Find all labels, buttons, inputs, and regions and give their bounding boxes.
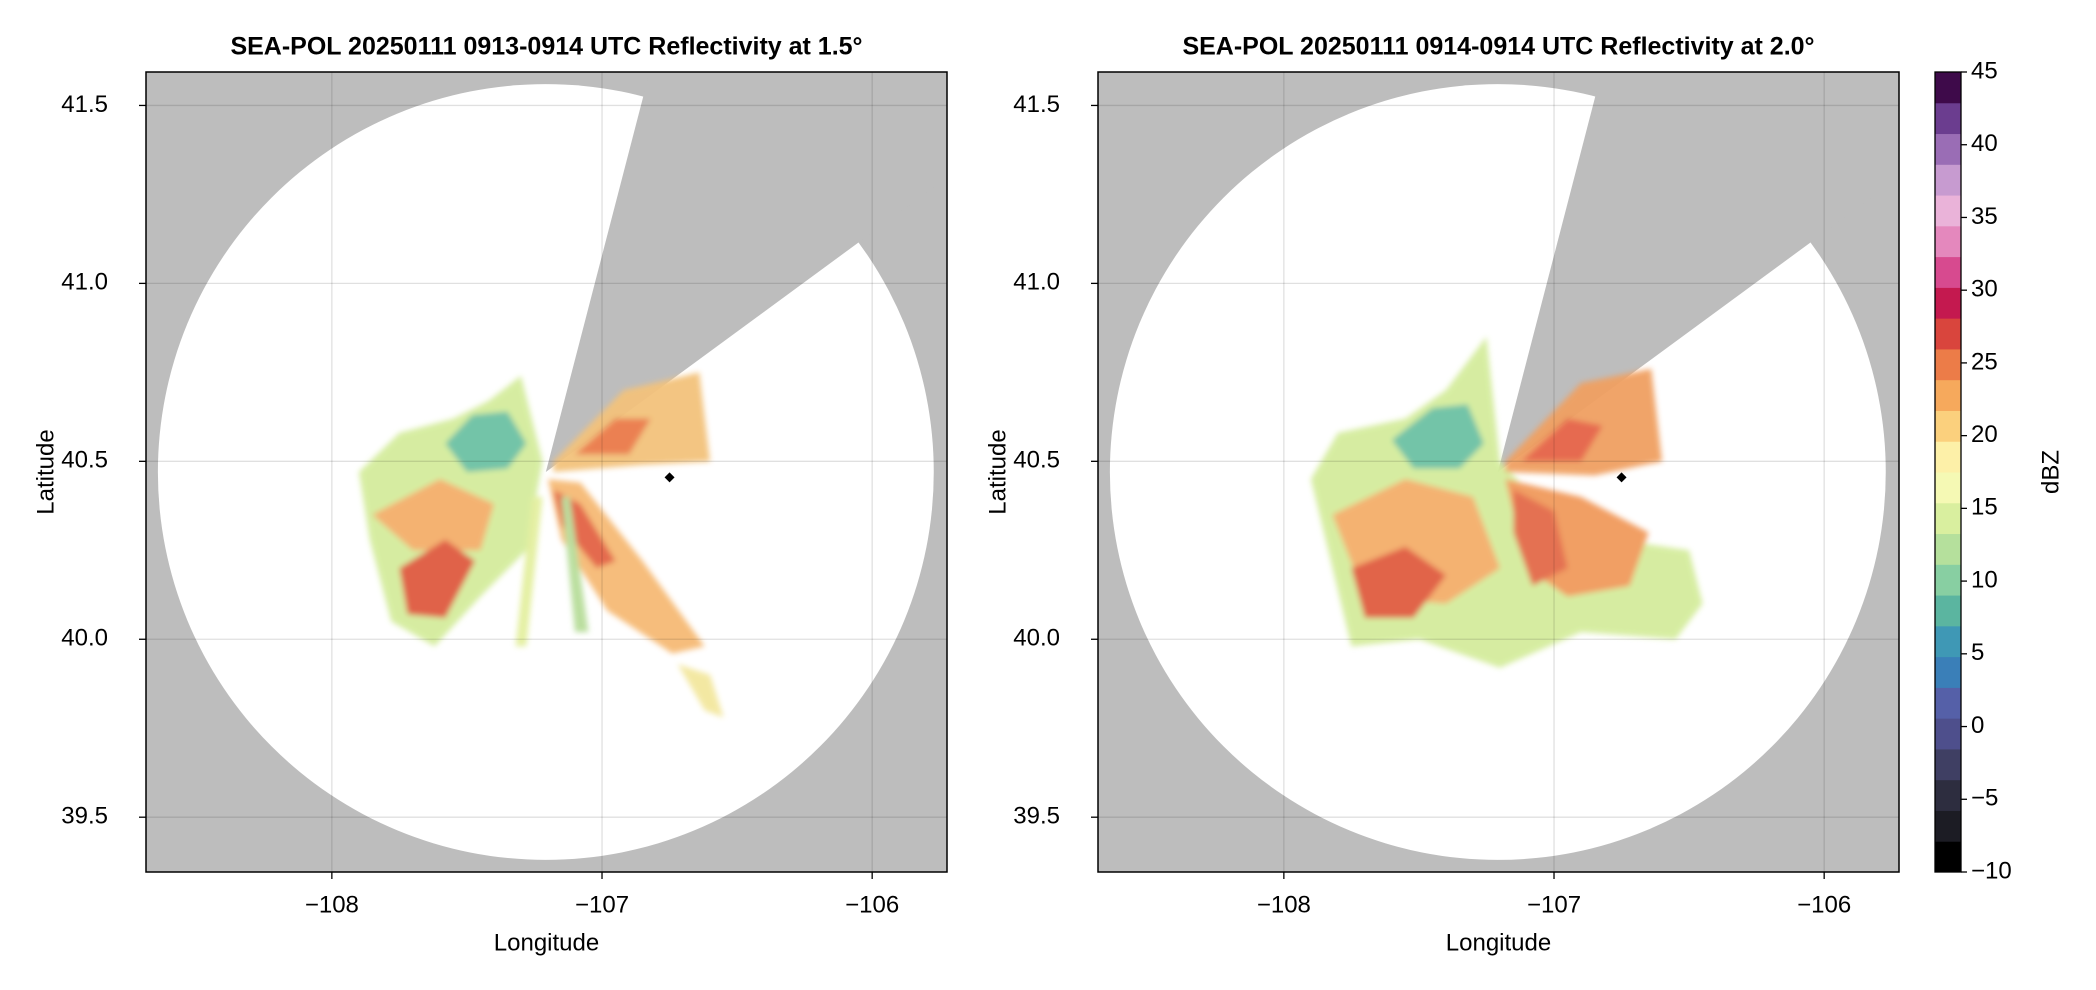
y-tick-label: 41.5 bbox=[61, 91, 108, 118]
colorbar-segment bbox=[1935, 472, 1961, 504]
x-tick-label: −107 bbox=[1527, 891, 1581, 918]
x-axis-label: Longitude bbox=[1446, 929, 1551, 956]
colorbar-tick-label: 10 bbox=[1971, 566, 1998, 593]
frame bbox=[145, 71, 948, 873]
y-tick-label: 40.5 bbox=[61, 447, 108, 474]
colorbar-segment bbox=[1935, 810, 1961, 842]
blocked-sector bbox=[545, 72, 947, 472]
colorbar-segment bbox=[1935, 441, 1961, 473]
colorbar-segment bbox=[1935, 410, 1961, 442]
plot-area bbox=[1098, 72, 1899, 872]
colorbar-tick-label: 0 bbox=[1971, 712, 1984, 739]
colorbar-tick-label: 20 bbox=[1971, 421, 1998, 448]
site-marker bbox=[1616, 472, 1627, 483]
echo-region bbox=[1391, 404, 1484, 469]
site-marker bbox=[664, 472, 675, 483]
echo-region bbox=[677, 664, 724, 718]
colorbar-segment bbox=[1935, 379, 1961, 411]
colorbar-segment bbox=[1935, 102, 1961, 135]
colorbar-tick-label: −10 bbox=[1971, 857, 2012, 884]
chart-title: SEA-POL 20250111 0913-0914 UTC Reflectiv… bbox=[230, 33, 862, 61]
colorbar-segment bbox=[1935, 287, 1961, 319]
colorbar-tick-label: 15 bbox=[1971, 494, 1998, 521]
colorbar-segment bbox=[1935, 533, 1961, 565]
colorbar-tick-label: 40 bbox=[1971, 130, 1998, 157]
colorbar-segment bbox=[1935, 318, 1961, 350]
colorbar-segment bbox=[1935, 625, 1961, 658]
y-axis-label: Latitude bbox=[32, 429, 59, 514]
colorbar-segment bbox=[1935, 133, 1961, 165]
colorbar-tick-label: 5 bbox=[1971, 639, 1984, 666]
colorbar-segment bbox=[1935, 225, 1961, 258]
colorbar-segment bbox=[1935, 718, 1961, 750]
echo-region bbox=[575, 418, 651, 455]
x-tick-label: −108 bbox=[1257, 891, 1311, 918]
y-tick-label: 40.0 bbox=[61, 625, 108, 652]
echo-region bbox=[1351, 546, 1446, 618]
colorbar-segment bbox=[1935, 72, 1961, 104]
colorbar-tick-label: 30 bbox=[1971, 276, 1998, 303]
echo-region bbox=[372, 479, 494, 551]
echo-region bbox=[399, 539, 476, 618]
x-tick-label: −108 bbox=[305, 891, 359, 918]
colorbar-tick-label: −5 bbox=[1971, 785, 1998, 812]
colorbar-segment bbox=[1935, 195, 1961, 227]
y-tick-label: 40.0 bbox=[1013, 625, 1060, 652]
colorbar-segment bbox=[1935, 256, 1961, 288]
x-tick-label: −106 bbox=[845, 891, 899, 918]
y-tick-label: 39.5 bbox=[1013, 803, 1060, 830]
y-tick-label: 41.0 bbox=[61, 269, 108, 296]
colorbar-segment bbox=[1935, 348, 1961, 381]
echo-region bbox=[561, 496, 589, 633]
colorbar-segment bbox=[1935, 502, 1961, 535]
colorbar-segment bbox=[1935, 779, 1961, 811]
y-tick-label: 40.5 bbox=[1013, 447, 1060, 474]
colorbar-segment bbox=[1935, 656, 1961, 688]
blocked-sector bbox=[1497, 72, 1899, 472]
x-tick-label: −107 bbox=[575, 891, 629, 918]
colorbar-segment bbox=[1935, 687, 1961, 719]
colorbar-segment bbox=[1935, 841, 1961, 873]
y-tick-label: 41.5 bbox=[1013, 91, 1060, 118]
colorbar-frame bbox=[1934, 71, 1962, 873]
colorbar-tick-label: 45 bbox=[1971, 57, 1998, 84]
chart-title: SEA-POL 20250111 0914-0914 UTC Reflectiv… bbox=[1182, 33, 1814, 61]
colorbar-segment bbox=[1935, 748, 1961, 781]
y-tick-label: 41.0 bbox=[1013, 269, 1060, 296]
echoes bbox=[358, 372, 724, 718]
colorbar-segment bbox=[1935, 164, 1961, 196]
x-axis-label: Longitude bbox=[494, 929, 599, 956]
echo-region bbox=[1513, 489, 1568, 586]
plot-area bbox=[146, 72, 947, 872]
x-tick-label: −106 bbox=[1797, 891, 1851, 918]
echo-region bbox=[445, 411, 527, 472]
colorbar-tick-label: 35 bbox=[1971, 203, 1998, 230]
y-tick-label: 39.5 bbox=[61, 803, 108, 830]
echo-region bbox=[515, 496, 543, 647]
frame bbox=[1097, 71, 1900, 873]
colorbar-segment bbox=[1935, 595, 1961, 627]
colorbar-label: dBZ bbox=[2037, 450, 2064, 494]
colorbar-tick-label: 25 bbox=[1971, 348, 1998, 375]
echo-region bbox=[1521, 418, 1603, 462]
y-axis-label: Latitude bbox=[984, 429, 1011, 514]
colorbar-segment bbox=[1935, 564, 1961, 596]
echoes bbox=[1310, 336, 1703, 668]
